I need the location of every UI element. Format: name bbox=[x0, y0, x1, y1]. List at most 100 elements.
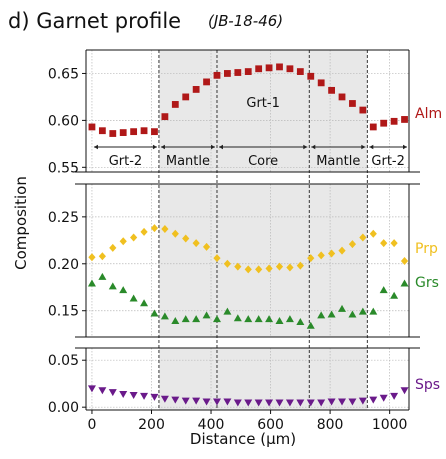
grs-data-point bbox=[254, 315, 263, 323]
prp-data-point bbox=[88, 253, 96, 262]
grs-data-point bbox=[129, 294, 138, 302]
sps-data-point bbox=[181, 397, 190, 405]
alm-data-point bbox=[192, 86, 200, 93]
zone-shade-bottom bbox=[158, 348, 368, 410]
prp-data-point bbox=[338, 246, 346, 255]
sps-data-point bbox=[400, 387, 409, 395]
grs-data-point bbox=[98, 272, 107, 280]
grs-data-point bbox=[296, 317, 305, 325]
sps-data-point bbox=[327, 398, 336, 406]
alm-data-point bbox=[328, 86, 335, 94]
prp-data-point bbox=[150, 224, 159, 233]
sps-data-point bbox=[390, 392, 399, 400]
alm-data-point bbox=[161, 113, 169, 121]
grs-data-point bbox=[212, 315, 221, 323]
y-axis-label: Composition bbox=[12, 176, 30, 270]
prp-data-point bbox=[275, 262, 284, 271]
sps-data-point bbox=[296, 399, 305, 407]
grs-data-point bbox=[192, 315, 201, 323]
sps-data-point bbox=[369, 396, 378, 404]
zone-extent-arrowhead bbox=[160, 144, 165, 150]
sps-data-point bbox=[254, 399, 263, 407]
sps-data-point bbox=[87, 385, 96, 393]
grs-data-point bbox=[160, 312, 169, 320]
grs-data-point bbox=[202, 311, 211, 319]
y-tick-label: 0.65 bbox=[48, 66, 79, 82]
prp-data-point bbox=[296, 261, 304, 270]
x-tick-label: 600 bbox=[257, 417, 284, 433]
sps-data-point bbox=[317, 399, 326, 407]
series-label-prp: Prp bbox=[415, 241, 438, 257]
alm-data-point bbox=[296, 68, 304, 75]
sps-data-point bbox=[202, 398, 211, 406]
sps-data-point bbox=[150, 393, 159, 401]
gridline-layer bbox=[86, 50, 409, 410]
zone-extent-arrowhead bbox=[311, 144, 316, 150]
y-tick-label: 0.15 bbox=[48, 304, 79, 320]
alm-data-point bbox=[401, 116, 408, 123]
grs-data-point bbox=[390, 291, 399, 299]
sps-data-point bbox=[192, 397, 201, 405]
sps-data-point bbox=[348, 398, 357, 406]
sps-data-point bbox=[129, 391, 138, 399]
prp-data-point bbox=[265, 264, 273, 273]
sps-data-point bbox=[265, 399, 274, 407]
sps-data-point bbox=[358, 397, 367, 405]
prp-data-point bbox=[223, 259, 232, 268]
grs-data-point bbox=[181, 315, 190, 323]
sps-data-point bbox=[275, 399, 284, 407]
alm-data-point bbox=[98, 127, 106, 135]
prp-data-point bbox=[307, 254, 315, 263]
zone-extent-arrowhead bbox=[218, 144, 223, 150]
label-layer: Alm Prp Grs Sps Grt-2 Mantle Core Mantle Grt-2 Gr… bbox=[93, 96, 442, 393]
sps-data-point bbox=[285, 399, 294, 407]
prp-data-point bbox=[234, 262, 242, 271]
prp-data-point bbox=[109, 243, 117, 252]
zone-extent-arrowhead bbox=[361, 144, 366, 150]
alm-data-point bbox=[151, 128, 158, 136]
grs-data-point bbox=[317, 311, 326, 319]
prp-data-point bbox=[369, 229, 377, 238]
alm-data-point bbox=[359, 106, 367, 114]
grs-data-point bbox=[265, 315, 274, 323]
grs-data-point bbox=[379, 286, 388, 294]
grs-data-point bbox=[327, 310, 336, 318]
alm-data-point bbox=[203, 78, 210, 86]
zone-extent-arrowhead bbox=[303, 144, 308, 150]
prp-data-point bbox=[400, 256, 409, 265]
zone-extent-arrowhead bbox=[369, 144, 374, 150]
prp-data-point bbox=[182, 234, 190, 243]
alm-data-point bbox=[380, 119, 388, 127]
sps-data-point bbox=[119, 391, 128, 399]
prp-data-point bbox=[390, 239, 398, 248]
zone-label-core: Core bbox=[248, 154, 278, 169]
sps-data-point bbox=[171, 396, 180, 404]
grs-data-point bbox=[87, 279, 96, 287]
alm-data-point bbox=[213, 71, 221, 79]
alm-data-point bbox=[317, 79, 325, 87]
x-tick-label: 1000 bbox=[372, 417, 408, 433]
tick-layer: 0.55 0.60 0.65 0.15 0.20 0.25 0.00 0.05 0 200 400 6… bbox=[48, 66, 408, 433]
prp-data-point bbox=[161, 225, 169, 234]
grs-data-point bbox=[233, 314, 242, 322]
zone-extent-arrowhead bbox=[152, 144, 157, 150]
panel-frame-layer bbox=[75, 49, 420, 411]
alm-data-point bbox=[286, 65, 294, 73]
zone-extent-arrowhead bbox=[210, 144, 215, 150]
alm-data-point bbox=[307, 72, 315, 80]
zone-label-grt-2: Grt-2 bbox=[371, 154, 404, 169]
prp-data-point bbox=[317, 251, 325, 260]
prp-data-point bbox=[202, 242, 211, 251]
sps-data-point bbox=[338, 398, 347, 406]
zone-label-mantle: Mantle bbox=[316, 154, 360, 169]
sps-data-point bbox=[98, 387, 107, 395]
alm-data-point bbox=[244, 68, 252, 75]
alm-data-point bbox=[140, 127, 148, 135]
grs-data-point bbox=[338, 304, 347, 312]
zone-shade-middle bbox=[158, 184, 368, 337]
prp-data-point bbox=[192, 239, 200, 248]
grs-data-point bbox=[358, 307, 367, 315]
x-tick-label: 400 bbox=[198, 417, 225, 433]
grs-data-point bbox=[275, 317, 284, 325]
